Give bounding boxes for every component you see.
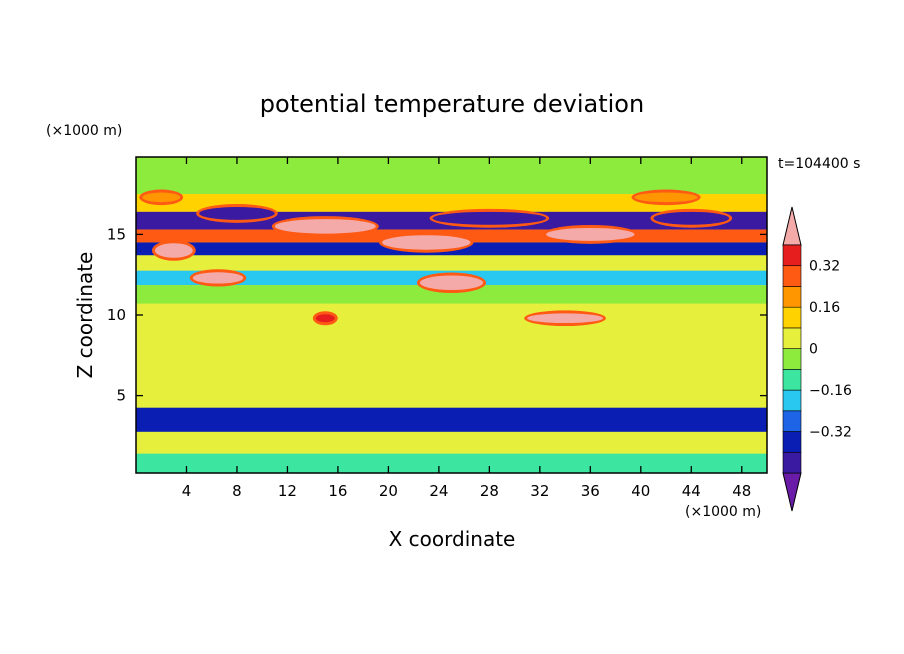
x-tick-label: 20 <box>379 482 398 500</box>
y-axis-ticks: 5 10 15 <box>107 225 767 405</box>
contour-band <box>136 255 767 271</box>
colorbar-bin <box>782 451 802 474</box>
contour-feature <box>142 192 181 203</box>
x-unit-label: (×1000 m) <box>685 504 761 520</box>
colorbar-bin <box>782 306 802 329</box>
x-tick-label: 12 <box>278 482 297 500</box>
colorbar-bin <box>782 244 802 267</box>
colorbar-bin <box>782 286 802 308</box>
y-tick-label: 10 <box>107 306 126 324</box>
colorbar-tick-label: 0 <box>809 342 818 358</box>
contour-band <box>136 157 767 195</box>
colorbar-bin <box>782 265 802 287</box>
x-tick-label: 48 <box>732 482 751 500</box>
colorbar-extend-min <box>782 472 802 512</box>
x-tick-label: 24 <box>429 482 448 500</box>
contour-feature <box>315 314 335 323</box>
x-tick-label: 32 <box>530 482 549 500</box>
contour-feature <box>432 211 547 225</box>
contour-band <box>136 194 767 212</box>
contour-feature <box>419 275 484 291</box>
colorbar-extend-max <box>782 206 802 246</box>
contour-band <box>136 407 767 432</box>
colorbar-bin <box>782 327 802 349</box>
time-label: t=104400 s <box>778 156 860 172</box>
x-tick-label: 44 <box>682 482 701 500</box>
x-tick-label: 28 <box>480 482 499 500</box>
y-tick-label: 15 <box>107 225 126 243</box>
y-axis-label: Z coordinate <box>73 252 97 379</box>
contour-feature <box>653 211 730 225</box>
colorbar-tick-label: −0.32 <box>809 425 852 441</box>
x-tick-label: 4 <box>182 482 192 500</box>
colorbar-bin <box>782 369 802 391</box>
contour-feature <box>199 206 275 220</box>
contour-band <box>136 431 767 454</box>
contour-feature <box>192 272 244 284</box>
x-tick-label: 36 <box>581 482 600 500</box>
colorbar-bin <box>782 410 802 432</box>
colorbar-bin <box>782 348 802 370</box>
chart-title: potential temperature deviation <box>260 90 644 118</box>
contour-feature <box>634 192 698 203</box>
contour-feature <box>546 227 635 241</box>
x-tick-label: 8 <box>232 482 242 500</box>
x-tick-label: 40 <box>631 482 650 500</box>
contour-feature <box>527 313 603 324</box>
contour-feature <box>154 243 193 258</box>
x-tick-label: 16 <box>328 482 347 500</box>
contour-band <box>136 335 767 376</box>
contour-band <box>136 303 767 336</box>
x-axis-ticks: 4 8 12 16 20 24 28 32 36 40 44 48 <box>182 157 751 500</box>
contour-feature <box>274 219 376 234</box>
colorbar-tick-label: 0.16 <box>809 300 840 316</box>
colorbar: −0.32 −0.16 0 0.16 0.32 <box>782 206 852 512</box>
contour-band <box>136 375 767 408</box>
colorbar-tick-label: 0.32 <box>809 259 840 275</box>
contour-band <box>136 453 767 473</box>
contour-field <box>136 157 767 473</box>
colorbar-bin <box>782 389 802 412</box>
colorbar-bin <box>782 431 802 453</box>
x-axis-label: X coordinate <box>389 527 516 551</box>
y-tick-label: 5 <box>116 387 126 405</box>
contour-band <box>136 285 767 304</box>
colorbar-tick-label: −0.16 <box>809 383 852 399</box>
y-unit-label: (×1000 m) <box>46 123 122 139</box>
contour-feature <box>382 235 471 250</box>
